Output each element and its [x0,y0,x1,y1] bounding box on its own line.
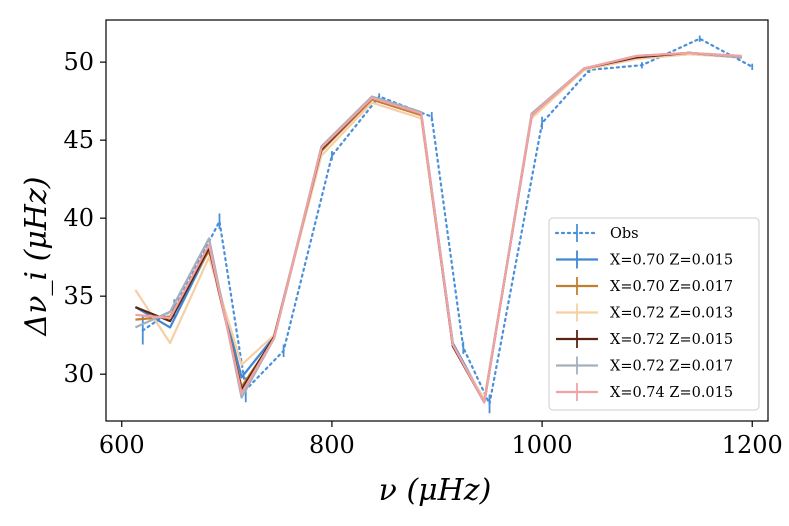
legend-label: X=0.70 Z=0.015 [610,253,733,269]
legend-label: X=0.72 Z=0.017 [610,359,733,375]
x-tick-label: 600 [99,431,145,459]
series-line [135,51,742,404]
x-tick-label: 1200 [722,431,783,459]
legend: Obs X=0.70 Z=0.015 X=0.70 Z=0.017 X=0.72 Z=… [548,217,760,411]
legend-label: X=0.72 Z=0.013 [610,306,733,322]
legend-item: Obs [554,224,639,242]
y-tick-label: 50 [63,48,94,76]
x-tick-label: 1000 [512,431,573,459]
legend-label: X=0.72 Z=0.015 [610,332,733,348]
y-axis-label: Δν_i (μHz) [19,177,54,337]
legend-item: X=0.72 Z=0.013 [556,303,733,322]
legend-item: X=0.74 Z=0.015 [556,383,733,401]
plot-frame [105,19,769,422]
series-layer [134,35,754,414]
y-tick-label: 45 [63,126,94,154]
legend-item: X=0.72 Z=0.017 [556,356,733,375]
legend-item: X=0.70 Z=0.017 [556,277,733,295]
series-x-0-74-z-0-015 [135,51,742,404]
ticks-layer: 600 800 1000 1200 30 35 40 45 50 [63,48,782,459]
y-tick-label: 40 [63,204,94,232]
y-tick-label: 30 [63,360,94,388]
legend-label: X=0.74 Z=0.015 [610,385,733,401]
legend-item: X=0.70 Z=0.015 [556,250,733,269]
y-tick-label: 35 [63,282,94,310]
x-tick-label: 800 [309,431,355,459]
legend-box [548,217,760,411]
series-line [141,37,754,405]
legend-item: X=0.72 Z=0.015 [556,330,733,348]
legend-label: X=0.70 Z=0.017 [610,279,733,295]
legend-label: Obs [610,226,639,242]
x-axis-label: ν (μHz) [379,473,492,508]
